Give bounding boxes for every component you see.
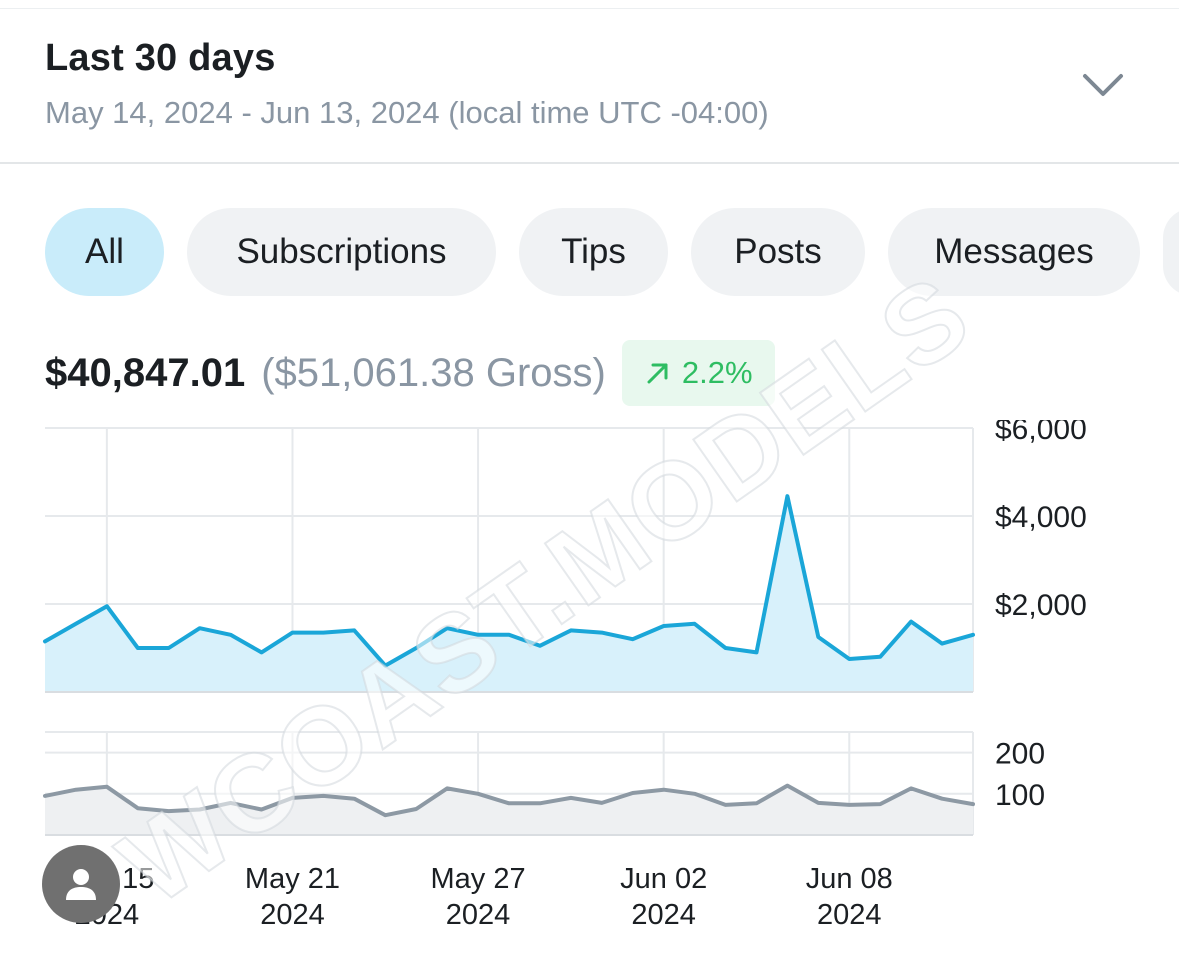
tab-all[interactable]: All (45, 208, 164, 296)
user-icon (66, 869, 96, 900)
page-title: Last 30 days (45, 37, 276, 79)
y-tick-label: $4,000 (995, 501, 1087, 534)
count-area (45, 785, 973, 835)
earnings-area (45, 496, 973, 692)
change-value: 2.2% (681, 355, 753, 390)
net-total: $40,847.01 (45, 350, 246, 395)
x-tick-label: May 27 (431, 863, 526, 895)
y-tick-label: 100 (995, 779, 1045, 812)
tab-messages[interactable]: Messages (888, 208, 1140, 296)
x-tick-label: Jun 02 (620, 863, 707, 895)
change-badge: 2.2% (621, 340, 775, 406)
y-tick-label: $2,000 (995, 589, 1087, 622)
x-tick-label-year: 2024 (631, 899, 696, 931)
y-tick-label: $6,000 (995, 420, 1087, 446)
tab-posts[interactable]: Posts (691, 208, 865, 296)
avatar[interactable] (42, 845, 120, 923)
tab-overflow[interactable] (1163, 208, 1179, 296)
x-tick-label-year: 2024 (817, 899, 882, 931)
x-tick-label-year: 2024 (260, 899, 325, 931)
x-tick-label: May 21 (245, 863, 340, 895)
tab-subscriptions[interactable]: Subscriptions (187, 208, 496, 296)
date-range-header[interactable]: Last 30 days May 14, 2024 - Jun 13, 2024… (0, 9, 1179, 164)
earnings-summary: $40,847.01 ($51,061.38 Gross) 2.2% (45, 340, 775, 406)
x-tick-label-year: 2024 (446, 899, 511, 931)
date-range-subtitle: May 14, 2024 - Jun 13, 2024 (local time … (45, 95, 769, 130)
y-tick-label: 200 (995, 738, 1045, 771)
x-tick-label: Jun 08 (806, 863, 893, 895)
chevron-down-icon[interactable] (1080, 67, 1126, 101)
tab-tips[interactable]: Tips (519, 208, 668, 296)
arrow-up-right-icon (647, 363, 668, 384)
top-divider (0, 0, 1179, 9)
gross-total: ($51,061.38 Gross) (261, 350, 606, 395)
category-tabs: All Subscriptions Tips Posts Messages (0, 208, 1179, 298)
